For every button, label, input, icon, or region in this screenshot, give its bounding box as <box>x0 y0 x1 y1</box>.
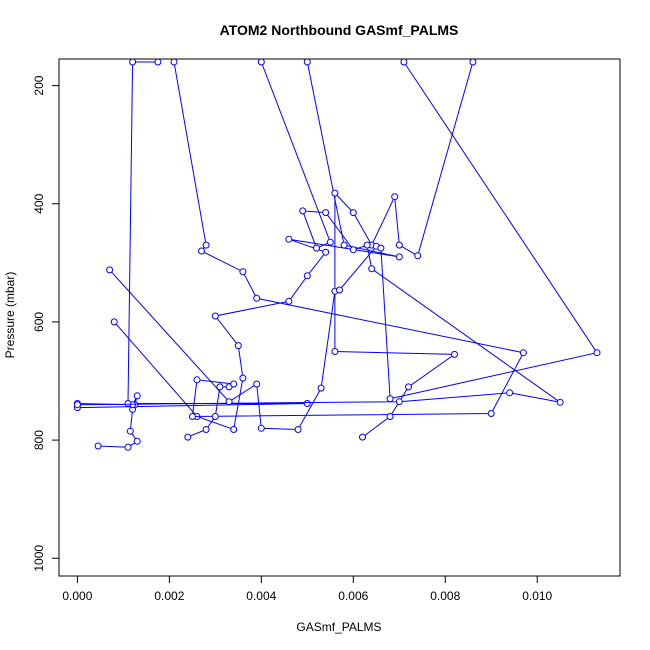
data-point <box>363 241 371 249</box>
data-point <box>202 241 210 249</box>
data-point <box>124 400 132 407</box>
y-axis: 200 400 600 800 1000 <box>32 75 59 572</box>
data-point <box>593 349 601 357</box>
data-point <box>340 241 348 249</box>
data-point <box>234 342 242 350</box>
data-point <box>326 238 334 246</box>
data-point <box>331 348 339 355</box>
data-point <box>414 252 422 260</box>
data-point <box>211 413 219 420</box>
data-point <box>124 443 132 451</box>
data-point <box>303 59 311 66</box>
x-tick-label: 0.006 <box>338 589 368 603</box>
series-line-2 <box>113 61 400 431</box>
data-point <box>225 398 233 406</box>
data-point <box>211 312 219 320</box>
data-point <box>336 286 343 294</box>
data-point <box>487 410 495 417</box>
data-point <box>129 59 137 66</box>
data-point <box>253 294 261 302</box>
data-point <box>184 433 192 441</box>
data-point <box>193 376 201 384</box>
data-point <box>377 244 385 252</box>
data-point <box>299 207 307 215</box>
y-axis-label: Pressure (mbar) <box>3 272 17 359</box>
plot-frame <box>58 58 621 577</box>
series-line-6 <box>109 61 598 431</box>
series-line-1 <box>76 61 308 448</box>
data-point <box>94 442 102 450</box>
data-point <box>519 349 527 357</box>
data-point <box>322 248 330 256</box>
series-line-5 <box>77 61 561 406</box>
data-point <box>239 268 247 276</box>
data-point <box>469 59 477 66</box>
data-point <box>368 265 376 273</box>
data-point <box>154 59 162 66</box>
data-point <box>285 235 293 243</box>
data-point <box>126 427 134 435</box>
data-point <box>322 209 330 217</box>
data-point <box>386 395 394 403</box>
data-point <box>331 189 339 197</box>
data-point <box>73 401 81 409</box>
chart-title: ATOM2 Northbound GASmf_PALMS <box>220 22 459 38</box>
data-point <box>202 426 210 433</box>
data-point <box>405 383 412 391</box>
data-point <box>395 253 403 261</box>
data-point <box>133 437 141 445</box>
data-point <box>391 193 399 201</box>
data-point <box>230 380 238 388</box>
data-point <box>257 424 265 432</box>
data-point <box>395 241 403 249</box>
x-tick-label: 0.010 <box>522 589 552 603</box>
data-point <box>188 413 196 420</box>
y-tick-label: 1000 <box>32 545 46 572</box>
y-tick-label: 400 <box>32 193 46 213</box>
data-point <box>230 426 238 433</box>
data-point <box>386 413 394 420</box>
data-point <box>294 426 302 433</box>
data-point <box>198 247 205 255</box>
data-point <box>400 59 408 66</box>
x-tick-label: 0.002 <box>154 589 184 603</box>
y-tick-label: 200 <box>32 75 46 95</box>
y-tick-label: 800 <box>32 430 46 450</box>
data-point <box>359 433 366 441</box>
y-tick-label: 600 <box>32 312 46 332</box>
data-point <box>257 59 265 66</box>
data-point <box>506 389 514 397</box>
data-point <box>395 398 403 406</box>
series-line-4 <box>334 61 474 438</box>
x-tick-label: 0.000 <box>62 589 92 603</box>
data-point <box>349 209 357 217</box>
data-point <box>170 59 178 66</box>
plot-area <box>73 59 601 451</box>
data-point <box>349 246 357 254</box>
x-axis-label: GASmf_PALMS <box>296 620 381 634</box>
data-point <box>239 374 247 382</box>
data-point <box>216 383 224 391</box>
data-point <box>133 392 141 400</box>
data-point <box>317 384 325 392</box>
data-point <box>253 380 261 388</box>
data-point <box>285 297 293 305</box>
data-point <box>106 266 114 274</box>
data-point <box>110 318 118 326</box>
data-point <box>556 398 564 406</box>
data-point <box>303 272 311 280</box>
data-point <box>313 244 320 252</box>
x-axis: 0.000 0.002 0.004 0.006 0.008 0.010 <box>62 576 553 603</box>
data-point <box>451 350 458 358</box>
x-tick-label: 0.008 <box>430 589 460 603</box>
data-point <box>303 400 311 407</box>
x-tick-label: 0.004 <box>246 589 276 603</box>
